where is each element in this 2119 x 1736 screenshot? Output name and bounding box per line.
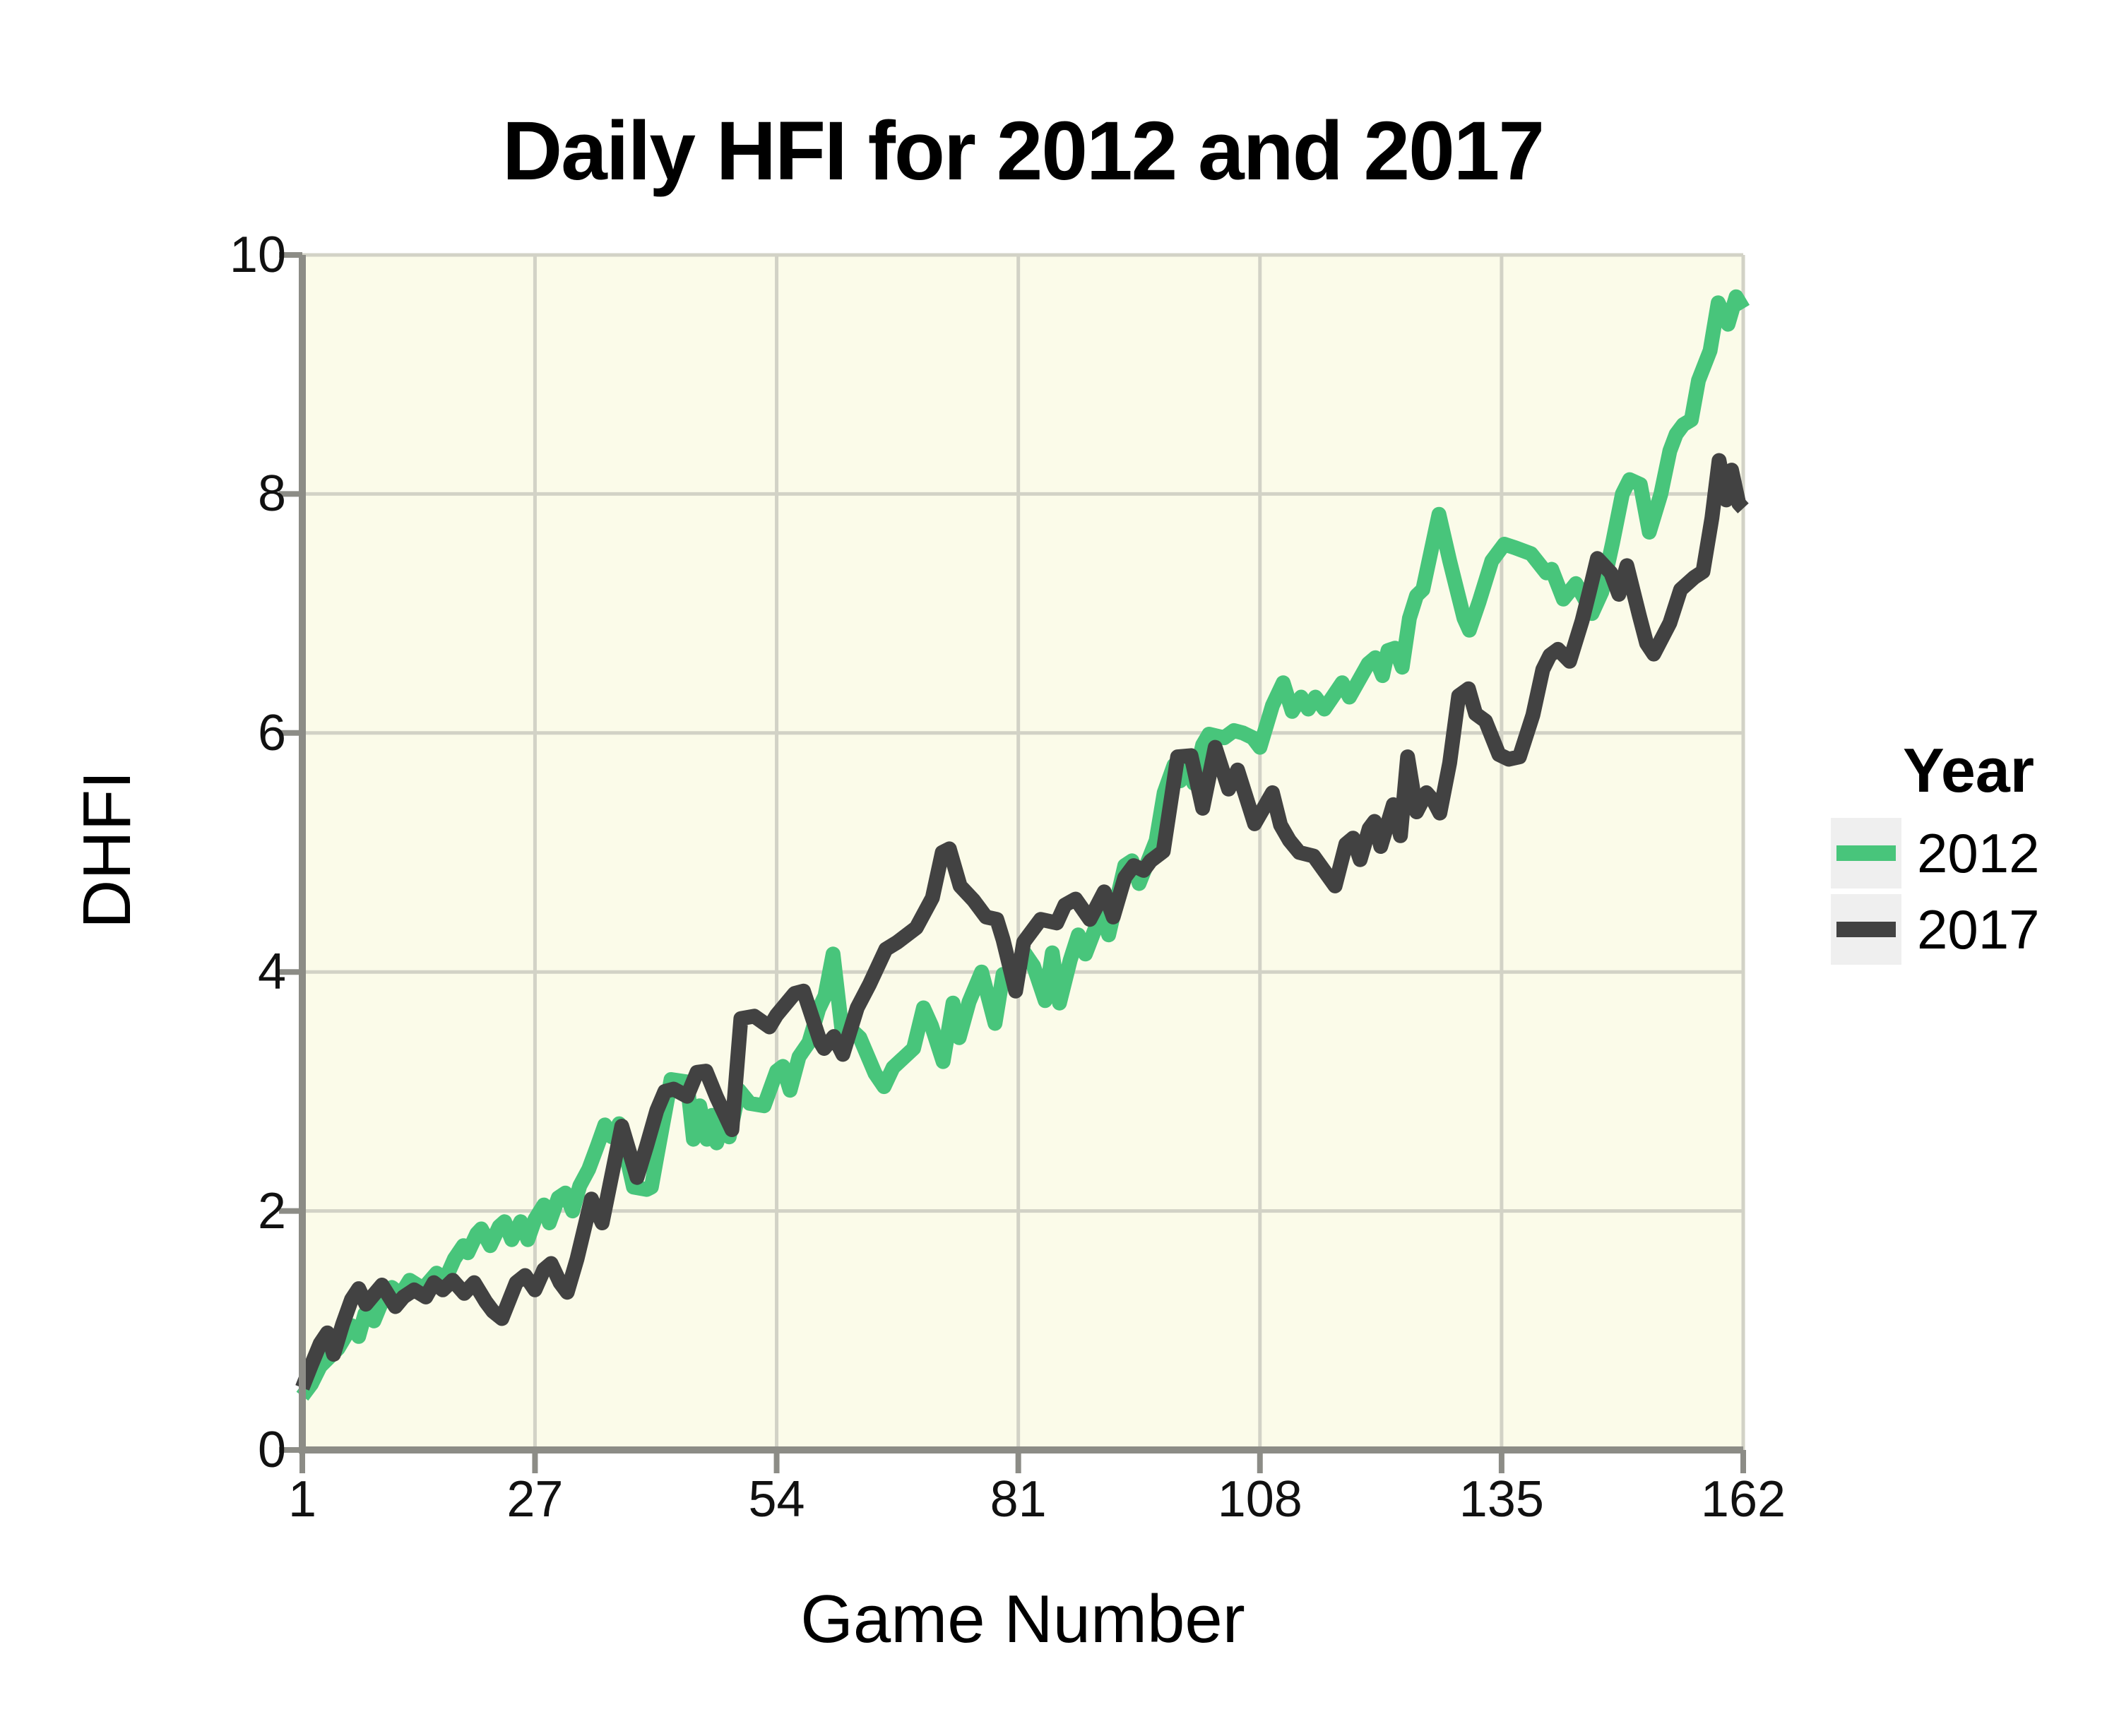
legend-label-2017: 2017 [1917, 898, 2040, 961]
legend-item-2017: 2017 [1831, 894, 2040, 965]
legend-title: Year [1903, 735, 2034, 805]
x-tick-label-27: 27 [506, 1471, 564, 1528]
y-axis-title: DHFI [69, 771, 145, 929]
legend-swatch-2012 [1831, 818, 1901, 888]
legend: Year 2012 2017 [1831, 735, 2040, 970]
x-tick-label-108: 108 [1217, 1471, 1302, 1528]
y-tick-label-6: 6 [257, 704, 286, 761]
y-tick-label-8: 8 [257, 465, 286, 523]
x-axis-title: Game Number [800, 1581, 1245, 1657]
x-tick-label-1: 1 [287, 1471, 317, 1528]
legend-line-icon-2012 [1836, 845, 1896, 861]
y-tick-label-2: 2 [257, 1182, 286, 1239]
y-tick-label-4: 4 [257, 944, 286, 1001]
legend-swatch-2017 [1831, 894, 1901, 965]
x-tick-label-81: 81 [990, 1471, 1047, 1528]
chart-title: Daily HFI for 2012 and 2017 [501, 105, 1545, 198]
legend-line-icon-2017 [1836, 922, 1896, 937]
legend-item-2012: 2012 [1831, 818, 2040, 888]
panel-background [302, 255, 1743, 1450]
y-tick-label-0: 0 [257, 1422, 286, 1478]
x-tick-label-135: 135 [1459, 1471, 1544, 1528]
legend-label-2012: 2012 [1917, 821, 2040, 884]
x-tick-label-54: 54 [748, 1471, 805, 1528]
x-tick-label-162: 162 [1700, 1471, 1786, 1528]
y-tick-label-10: 10 [229, 227, 286, 283]
series-line-2017 [295, 453, 1749, 1391]
